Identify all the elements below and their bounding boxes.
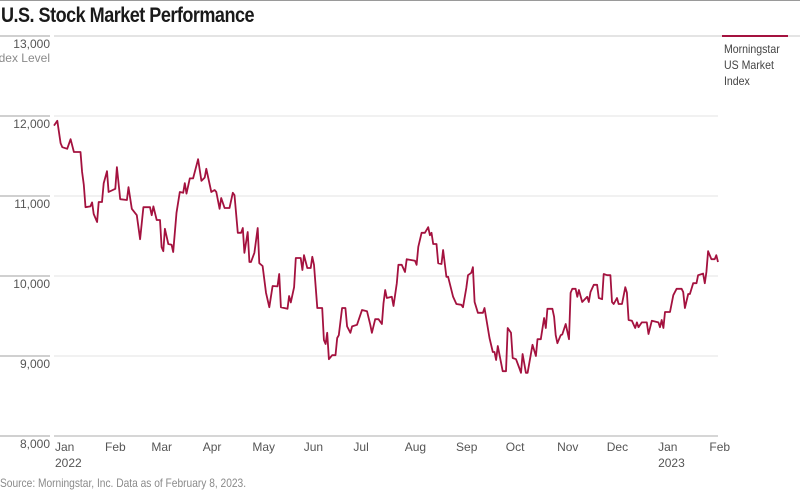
x-tick-year-label: 2023 [658,456,685,470]
gridlines [0,35,800,437]
y-tick-label: 11,000 [14,197,50,211]
series-line-morningstar-us-market-index [53,119,719,374]
y-tick-label: 13,000 [13,37,50,51]
x-tick-label: Nov [557,440,578,454]
x-tick-label: May [252,440,275,454]
x-tick-label: Feb [709,440,730,454]
legend-label-line: US Market [724,58,774,72]
x-tick-label: Aug [405,440,426,454]
x-tick-label: Jan [658,440,677,454]
legend-label-line: Index [724,74,750,88]
y-tick-label: 8,000 [20,437,50,451]
legend-entry: Morningstar US Market Index [724,41,791,89]
y-tick-label: 10,000 [13,277,50,291]
x-tick-label: Apr [203,440,222,454]
x-tick-label: Sep [456,440,478,454]
x-tick-year-label: 2022 [55,456,82,470]
y-axis: 13,000 12,000 11,000 10,000 9,000 8,000 [13,37,50,451]
x-tick-label: Jan [55,440,74,454]
source-note: Source: Morningstar, Inc. Data as of Feb… [0,476,247,490]
x-tick-label: Mar [151,440,172,454]
x-axis: Jan 2022 Feb Mar Apr May Jun Jul Aug Sep Oct Nov Dec… [55,440,730,470]
x-tick-label: Jun [304,440,323,454]
y-tick-label: 9,000 [20,357,50,371]
x-tick-label: Feb [105,440,126,454]
legend-swatch [722,35,788,37]
x-tick-label: Oct [506,440,525,454]
y-tick-label: 12,000 [13,117,50,131]
y-axis-title: Index Level [0,51,50,65]
legend-label-line: Morningstar [724,42,780,56]
x-tick-label: Dec [607,440,628,454]
chart-title: U.S. Stock Market Performance [1,4,255,27]
x-tick-label: Jul [353,440,368,454]
top-rule [0,0,800,1]
